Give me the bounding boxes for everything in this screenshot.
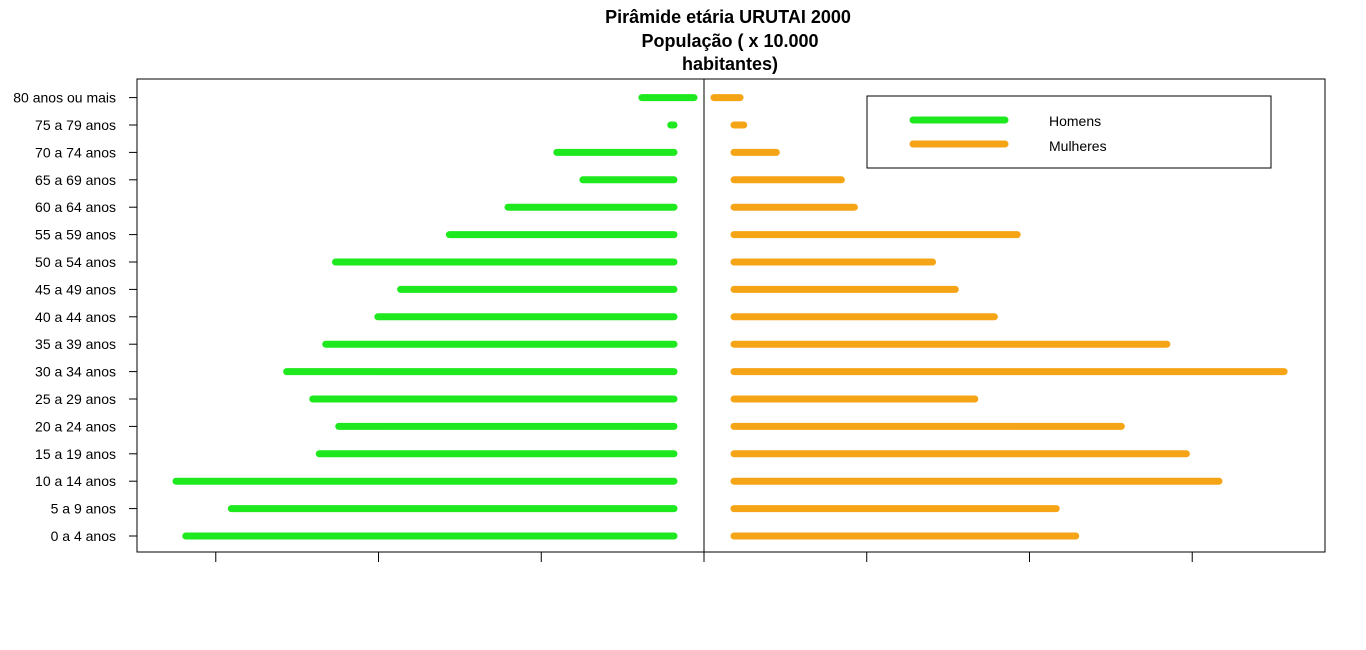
category-label-65-a-69-anos: 65 a 69 anos	[35, 172, 116, 188]
bars	[172, 94, 1288, 540]
category-label-10-a-14-anos: 10 a 14 anos	[35, 473, 116, 489]
chart-title-line-2: População ( x 10.000	[641, 31, 818, 51]
category-labels: 0 a 4 anos 5 a 9 anos 10 a 14 anos 15 a 19 …	[13, 90, 116, 544]
category-label-15-a-19-anos: 15 a 19 anos	[35, 446, 116, 462]
category-label-20-a-24-anos: 20 a 24 anos	[35, 418, 116, 434]
legend-box	[866, 95, 1272, 169]
category-label-75-a-79-anos: 75 a 79 anos	[35, 117, 116, 133]
legend-label-homens: Homens	[1049, 113, 1101, 129]
legend-label-mulheres: Mulheres	[1049, 138, 1107, 154]
category-label-50-a-54-anos: 50 a 54 anos	[35, 254, 116, 270]
legend: Homens Mulheres	[866, 95, 1272, 169]
category-label-60-a-64-anos: 60 a 64 anos	[35, 199, 116, 215]
category-label-25-a-29-anos: 25 a 29 anos	[35, 391, 116, 407]
chart-title: Pirâmide etária URUTAI 2000 População ( …	[605, 7, 851, 74]
category-label-45-a-49-anos: 45 a 49 anos	[35, 281, 116, 297]
chart-title-line-3: habitantes)	[682, 54, 778, 74]
category-label-80-anos-ou-mais: 80 anos ou mais	[13, 90, 116, 106]
chart-title-line-1: Pirâmide etária URUTAI 2000	[605, 7, 851, 27]
category-label-30-a-34-anos: 30 a 34 anos	[35, 364, 116, 380]
category-label-35-a-39-anos: 35 a 39 anos	[35, 336, 116, 352]
category-label-55-a-59-anos: 55 a 59 anos	[35, 227, 116, 243]
category-label-70-a-74-anos: 70 a 74 anos	[35, 144, 116, 160]
x-axis-ticks	[129, 97, 1193, 562]
category-label-40-a-44-anos: 40 a 44 anos	[35, 309, 116, 325]
category-label-0-a-4-anos: 0 a 4 anos	[51, 528, 116, 544]
plot-area-border	[136, 78, 1326, 553]
category-label-5-a-9-anos: 5 a 9 anos	[51, 501, 116, 517]
